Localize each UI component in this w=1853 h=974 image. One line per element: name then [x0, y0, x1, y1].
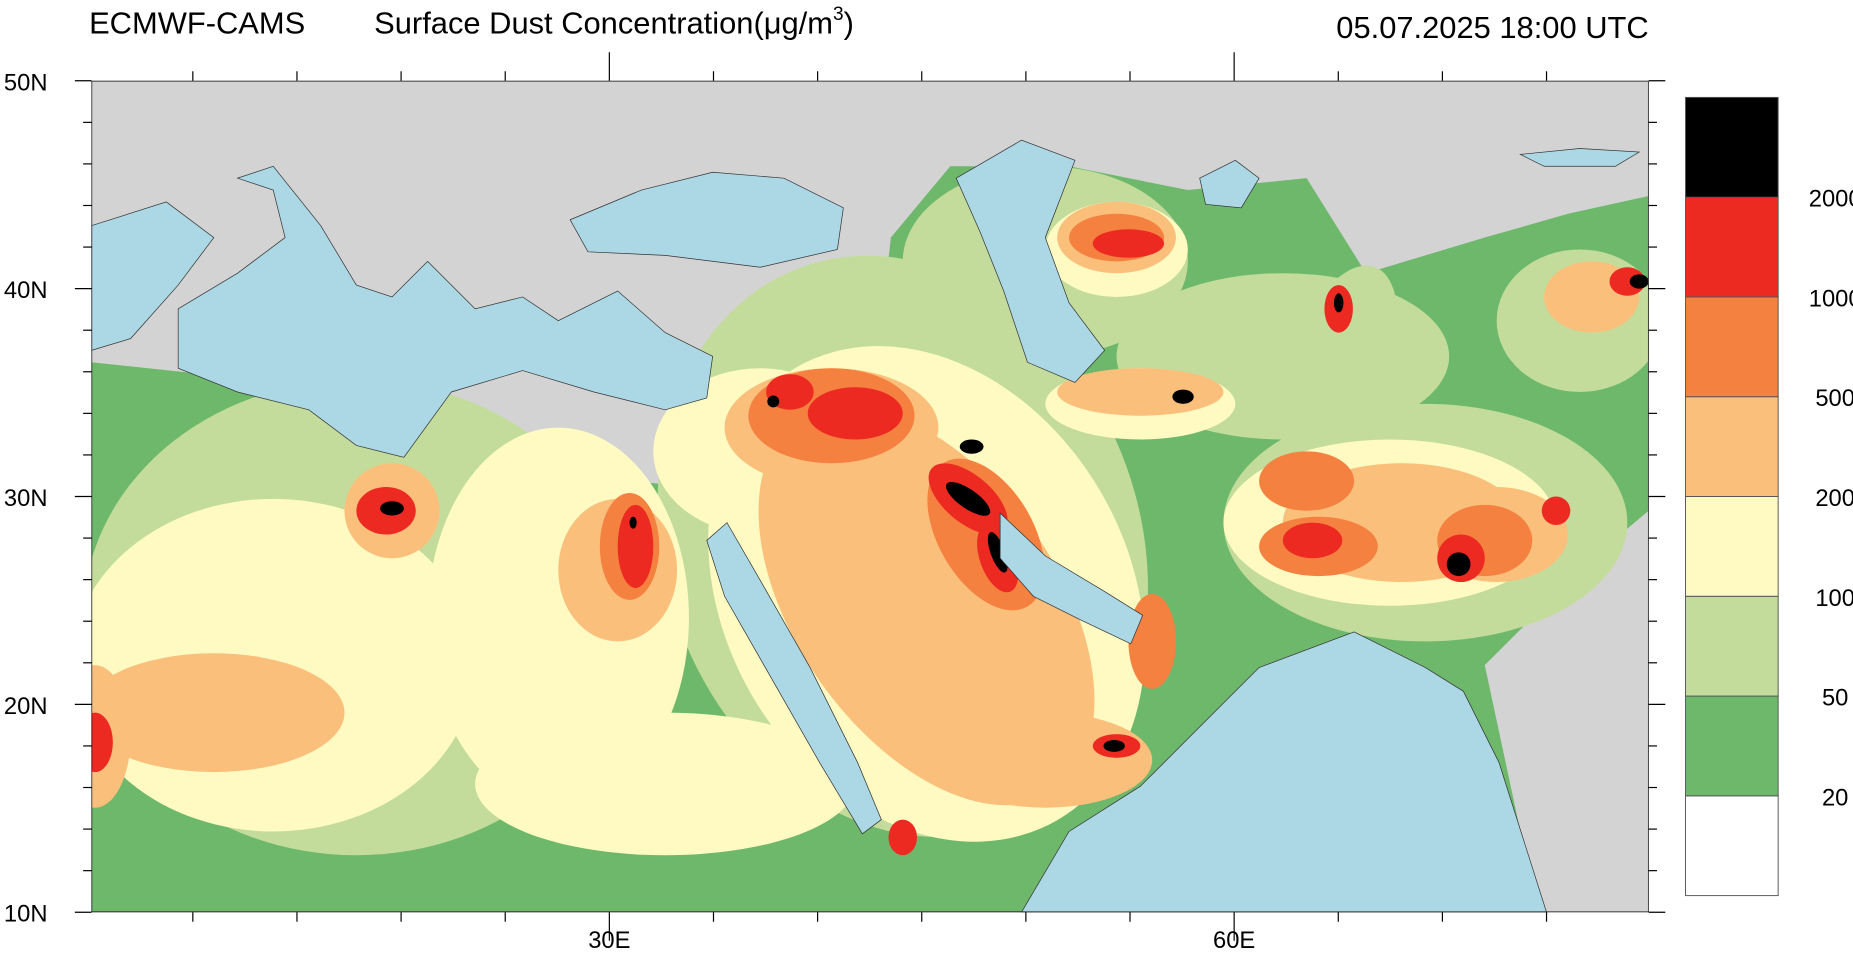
mediterranean: [177, 165, 714, 458]
dust-patch: [938, 712, 1153, 808]
title-end: ): [844, 5, 854, 40]
persian-gulf: [999, 512, 1144, 645]
dust-patch: [1259, 451, 1355, 511]
dust-patch: [629, 516, 637, 529]
legend-level: 2000: [1809, 186, 1853, 213]
legend-swatch: [1685, 396, 1779, 497]
dust-patch: [91, 653, 345, 773]
dust-patch: [1609, 267, 1646, 296]
dust-patch: [380, 501, 404, 516]
dust-patch: [1282, 522, 1343, 559]
legend-swatch: [1685, 196, 1779, 298]
dust-patch: [1287, 265, 1398, 448]
dust-patch: [1333, 293, 1344, 313]
legend: 20 50 100 200 500 1000 2000: [1685, 96, 1853, 897]
timestamp: 05.07.2025 18:00 UTC: [1336, 10, 1648, 45]
dust-patch: [1629, 274, 1649, 289]
legend-swatch: [1685, 595, 1779, 697]
legend-swatch: [1685, 96, 1779, 198]
arabian-sea: [1021, 631, 1547, 913]
dust-patch: [1446, 552, 1471, 577]
atlantic: [91, 201, 215, 351]
lat-label: 40N: [4, 277, 48, 304]
dust-patch: [945, 481, 991, 516]
lat-label: 10N: [4, 901, 48, 928]
legend-swatch: [1685, 795, 1779, 897]
dust-patch: [1103, 740, 1125, 752]
title-text: Surface Dust Concentration(μg/m: [374, 5, 833, 40]
legend-swatch: [1685, 296, 1779, 398]
legend-level: 20: [1822, 784, 1848, 811]
legend-swatch: [1685, 695, 1779, 797]
title-superscript: 3: [833, 4, 844, 25]
dust-patch: [475, 712, 856, 856]
legend-swatch: [1685, 496, 1779, 597]
dust-patch: [807, 387, 903, 440]
legend-level: 100: [1815, 585, 1853, 612]
map-title: Surface Dust Concentration(μg/m3): [374, 4, 854, 40]
black-sea: [569, 171, 844, 268]
dust-patch: [767, 395, 780, 408]
lon-label: 30E: [588, 927, 630, 954]
caspian-sea: [955, 139, 1106, 383]
aral-sea: [1199, 159, 1260, 209]
legend-level: 200: [1815, 485, 1853, 512]
dust-patch: [888, 819, 917, 856]
legend-level: 500: [1815, 385, 1853, 412]
dust-patch: [959, 439, 984, 454]
dust-patch: [1092, 229, 1165, 258]
dust-patch: [617, 504, 654, 588]
dust-patch: [1057, 368, 1224, 416]
dust-patch: [1541, 496, 1571, 526]
red-sea: [706, 522, 882, 835]
lat-label: 50N: [4, 69, 48, 96]
dust-patch: [1172, 389, 1194, 404]
dust-patch: [987, 532, 1008, 573]
legend-level: 1000: [1809, 285, 1853, 312]
balkhash: [1519, 148, 1641, 167]
dust-patch: [91, 712, 113, 773]
dust-patch: [1128, 593, 1176, 689]
lat-label: 30N: [4, 485, 48, 512]
axes: 50N 40N 30N 20N 10N 30E 60E: [4, 52, 1666, 954]
lon-label: 60E: [1213, 927, 1255, 954]
lat-label: 20N: [4, 693, 48, 720]
source-label: ECMWF-CAMS: [89, 5, 305, 40]
map: [91, 80, 1649, 913]
legend-level: 50: [1822, 685, 1848, 712]
